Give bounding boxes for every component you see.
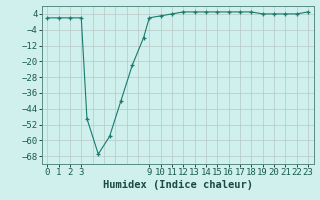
X-axis label: Humidex (Indice chaleur): Humidex (Indice chaleur) (103, 180, 252, 190)
